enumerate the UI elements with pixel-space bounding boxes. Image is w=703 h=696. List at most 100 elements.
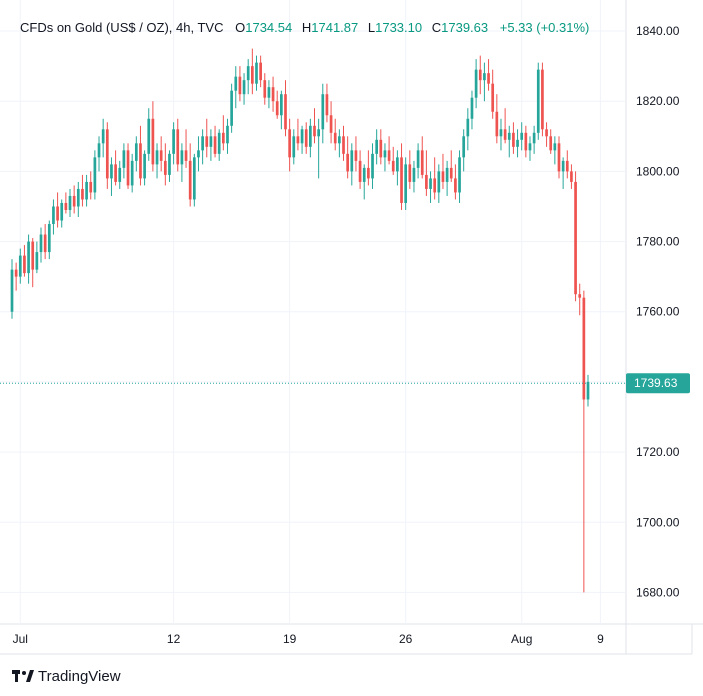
candle-body[interactable] (420, 150, 424, 175)
candle-body[interactable] (528, 143, 532, 151)
candle-body[interactable] (97, 143, 101, 158)
candle-body[interactable] (437, 171, 441, 193)
candle-body[interactable] (454, 178, 457, 193)
candle-body[interactable] (72, 195, 76, 207)
candle-body[interactable] (520, 132, 524, 140)
candle-body[interactable] (246, 66, 250, 81)
candle-body[interactable] (574, 181, 577, 295)
candle-body[interactable] (346, 153, 350, 172)
candle-body[interactable] (462, 136, 466, 158)
candle-body[interactable] (288, 129, 291, 158)
candle-body[interactable] (172, 129, 175, 154)
candle-body[interactable] (358, 160, 362, 182)
candle-body[interactable] (163, 160, 167, 175)
candle-body[interactable] (445, 167, 449, 182)
candle-body[interactable] (47, 224, 51, 253)
candle-body[interactable] (284, 94, 287, 130)
time-axis[interactable]: Jul 12 19 26 Aug 9 (13, 632, 604, 646)
candle-body[interactable] (114, 164, 117, 182)
candle-body[interactable] (561, 160, 565, 172)
candle-body[interactable] (474, 69, 478, 98)
candle-body[interactable] (221, 132, 225, 144)
candle-body[interactable] (396, 157, 399, 172)
candle-body[interactable] (578, 294, 582, 298)
candle-body[interactable] (541, 69, 544, 130)
candle-body[interactable] (549, 136, 553, 151)
candle-body[interactable] (159, 150, 163, 161)
candle-body[interactable] (449, 167, 453, 179)
candle-body[interactable] (39, 234, 43, 253)
candle-body[interactable] (545, 129, 548, 137)
candle-body[interactable] (300, 129, 304, 144)
candle-body[interactable] (250, 66, 254, 84)
candle-body[interactable] (155, 150, 159, 165)
candle-body[interactable] (43, 234, 47, 253)
candle-body[interactable] (267, 87, 271, 98)
candle-body[interactable] (52, 206, 55, 225)
candle-body[interactable] (354, 150, 358, 161)
candle-body[interactable] (586, 381, 590, 400)
candle-body[interactable] (425, 174, 428, 189)
price-axis[interactable]: 1680.001700.001720.001740.001760.001780.… (636, 24, 680, 599)
candle-body[interactable] (105, 129, 109, 179)
candle-body[interactable] (495, 111, 499, 137)
candle-body[interactable] (532, 132, 536, 144)
candle-body[interactable] (60, 202, 64, 221)
candle-body[interactable] (89, 181, 93, 193)
candle-body[interactable] (412, 167, 416, 182)
candle-body[interactable] (512, 132, 515, 147)
candle-body[interactable] (263, 80, 267, 98)
candle-body[interactable] (271, 87, 275, 102)
candle-body[interactable] (147, 118, 151, 154)
candle-body[interactable] (118, 167, 122, 182)
candle-body[interactable] (309, 125, 312, 147)
candle-body[interactable] (367, 167, 370, 179)
candle-body[interactable] (333, 132, 337, 144)
candle-body[interactable] (404, 164, 408, 203)
candle-body[interactable] (304, 129, 308, 147)
candle-body[interactable] (487, 73, 490, 84)
candle-body[interactable] (466, 118, 470, 137)
candle-body[interactable] (134, 143, 138, 161)
candle-body[interactable] (188, 160, 192, 200)
candle-body[interactable] (56, 206, 59, 221)
candle-body[interactable] (342, 136, 345, 154)
candle-body[interactable] (101, 129, 105, 144)
candle-body[interactable] (226, 125, 229, 144)
candle-body[interactable] (176, 129, 180, 165)
candle-body[interactable] (230, 90, 233, 126)
candle-body[interactable] (151, 118, 155, 165)
candle-body[interactable] (429, 178, 432, 189)
candle-body[interactable] (168, 153, 171, 175)
candle-body[interactable] (321, 94, 325, 130)
candle-body[interactable] (317, 129, 320, 137)
candle-body[interactable] (81, 188, 84, 200)
candle-body[interactable] (197, 150, 200, 158)
candle-body[interactable] (139, 143, 142, 179)
candle-body[interactable] (570, 171, 573, 182)
candle-body[interactable] (478, 69, 482, 81)
candle-body[interactable] (524, 132, 528, 151)
candle-body[interactable] (400, 157, 403, 203)
candle-body[interactable] (122, 150, 126, 168)
candle-body[interactable] (470, 97, 474, 119)
candle-body[interactable] (565, 160, 569, 172)
candle-body[interactable] (31, 241, 35, 270)
candle-body[interactable] (238, 76, 242, 95)
candle-body[interactable] (18, 255, 22, 277)
candle-body[interactable] (379, 139, 383, 158)
candle-body[interactable] (387, 150, 391, 161)
candle-body[interactable] (201, 136, 204, 151)
candle-body[interactable] (76, 188, 80, 207)
candle-body[interactable] (458, 157, 461, 193)
candle-body[interactable] (296, 136, 300, 144)
candle-body[interactable] (64, 202, 68, 210)
candle-body[interactable] (213, 136, 217, 154)
candles[interactable] (10, 48, 590, 593)
candle-body[interactable] (35, 252, 39, 270)
candle-body[interactable] (383, 150, 387, 158)
candle-body[interactable] (10, 269, 14, 312)
candle-body[interactable] (329, 115, 333, 133)
candle-body[interactable] (491, 83, 495, 112)
candle-body[interactable] (126, 150, 130, 186)
